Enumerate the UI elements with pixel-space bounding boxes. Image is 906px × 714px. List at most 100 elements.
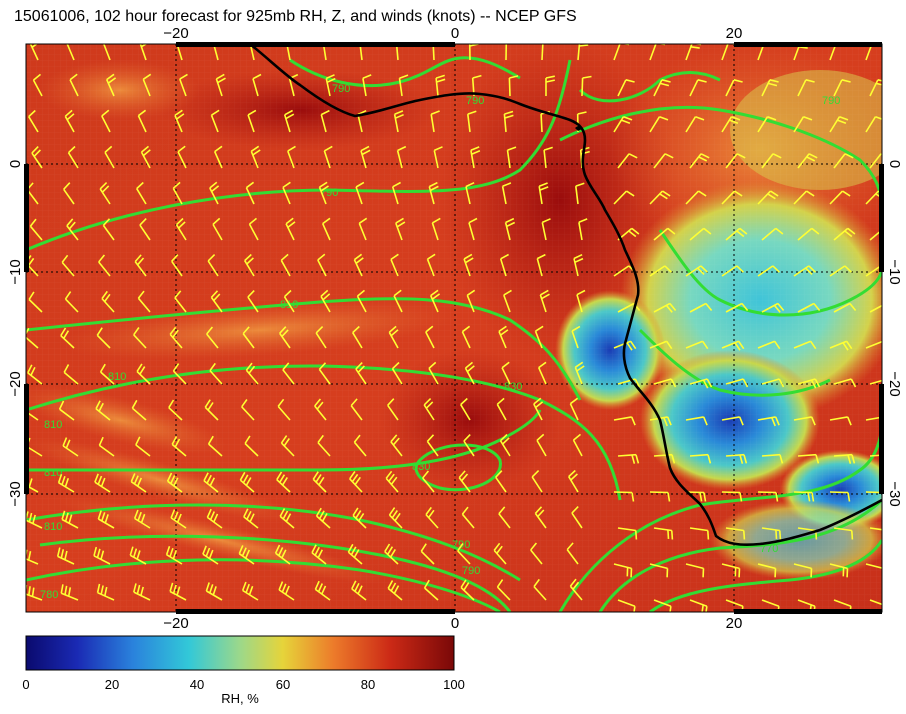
wind-barb [581,75,592,97]
wind-barb [171,436,187,457]
wind-barb [388,325,399,349]
wind-barb [351,580,367,601]
wind-barb [426,253,436,277]
lat-tick-label: −10 [886,259,903,284]
wind-barb [501,361,511,385]
wind-barb [282,362,295,385]
wind-barb [26,327,39,349]
wind-barb [793,563,813,578]
wind-barbs [26,44,882,612]
wind-barb [496,397,507,421]
wind-barb [569,578,583,601]
wind-barb [493,542,507,565]
wind-barb [617,527,638,540]
wind-barb [435,74,446,97]
wind-barb [869,379,882,385]
wind-barb [391,181,401,205]
wind-barb [31,146,43,169]
wind-barb [362,74,372,97]
wind-barb [423,579,439,601]
wind-barb [833,453,856,464]
wind-barb [95,400,111,421]
contour-label: 770 [760,543,778,555]
wind-barb [865,340,882,349]
wind-barb [347,543,363,565]
wind-barb [541,44,544,61]
wind-barb [761,79,779,97]
wind-barb [98,254,111,277]
contour-label: 790 [466,95,484,107]
wind-barb [577,44,589,61]
wind-barb [136,363,151,385]
wind-barb [105,73,117,97]
wind-barb [573,253,584,277]
wind-barb [613,563,633,578]
wind-barb [210,290,223,313]
wind-barb [538,182,549,205]
wind-barb [498,325,509,349]
wind-barb [250,145,261,169]
wind-barb [757,115,777,133]
colorbar-tick-label: 0 [22,677,29,692]
wind-barb [99,182,111,205]
wind-barb [649,563,669,578]
wind-barb [102,44,111,61]
wind-barb [283,289,295,313]
wind-barb [685,265,708,277]
wind-barb [247,290,259,313]
wind-barb [241,399,255,421]
wind-barb [278,581,295,601]
colorbar-ticks: 0 20 40 60 80 100 RH, % [22,677,464,706]
contour-label: 790 [822,95,840,107]
wind-barb [833,527,854,540]
wind-barb [64,291,79,313]
wind-barb [393,289,403,313]
wind-barb [829,265,852,277]
wind-barb [869,599,882,606]
wind-barb [426,434,439,457]
wind-barb [505,44,508,61]
wind-barb [433,146,443,169]
wind-barb [320,109,330,133]
wind-barb [829,190,851,205]
wind-barb [60,327,75,349]
wind-barb [279,326,291,349]
contour-label: 830 [412,461,430,473]
wind-barb [574,361,585,385]
coast-island [575,125,582,131]
wind-barb [613,491,635,502]
wind-barb [721,340,745,351]
wind-barb [508,75,519,97]
wind-barb [245,362,259,385]
wind-barb [865,115,882,133]
wind-barb [797,79,815,97]
wind-barb [533,397,544,421]
wind-barb [465,181,475,205]
wind-barb [202,545,219,565]
wind-barb [833,153,854,169]
wind-barb [244,435,259,457]
wind-barb [503,110,514,133]
lon-tick-label: 20 [726,615,743,632]
wind-barb [104,145,115,169]
wind-barb [276,471,291,493]
wind-barb [179,73,188,97]
wind-barb [653,302,677,313]
wind-barb [761,227,784,241]
wind-barb [534,325,544,349]
wind-barb [425,325,435,349]
wind-barb [93,546,111,565]
wind-barb [536,253,546,277]
wind-barb [721,190,743,205]
wind-barb [62,437,79,457]
lat-tick-label: −20 [886,371,903,396]
wind-barb [757,190,779,205]
wind-barb [685,416,708,426]
wind-barb [457,543,471,565]
wind-barb [761,302,785,313]
wind-barb [685,190,707,205]
wind-barb [470,146,481,169]
wind-barb [102,218,115,241]
wind-barb [431,217,441,241]
wind-barb [689,527,710,540]
